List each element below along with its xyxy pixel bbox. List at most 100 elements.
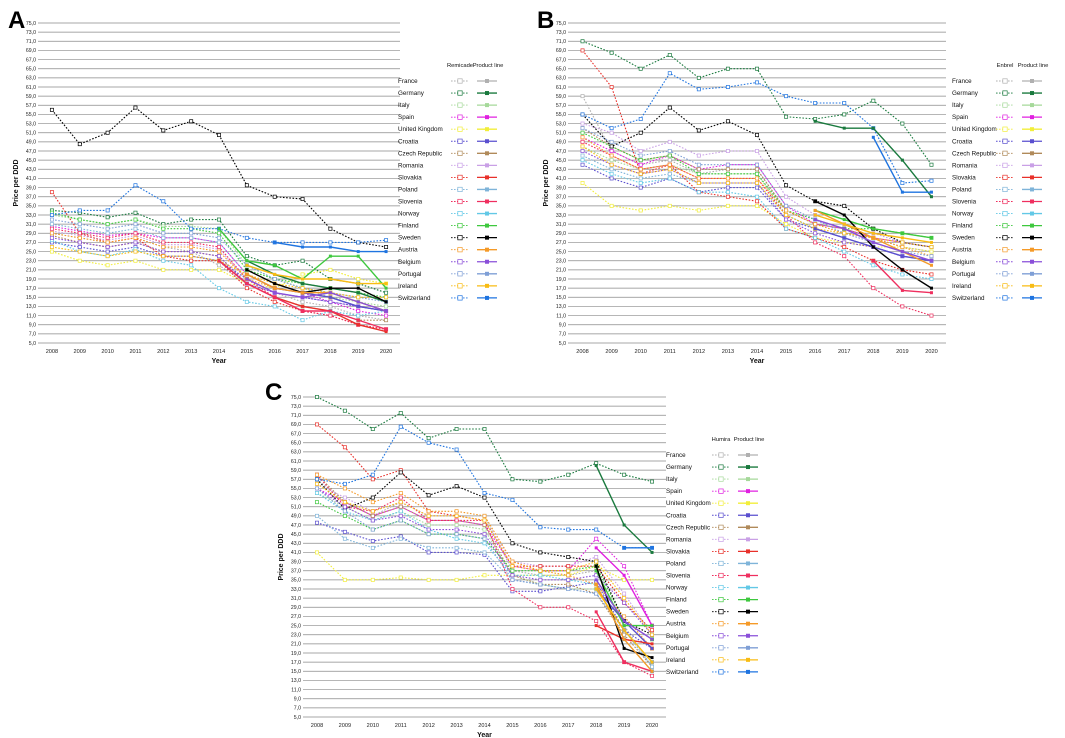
legend-marker-productline <box>746 513 750 518</box>
data-point <box>842 254 847 259</box>
y-tick-label: 39,0 <box>291 559 301 565</box>
legend-marker-productline <box>1030 139 1034 144</box>
y-tick-label: 33,0 <box>291 587 301 593</box>
x-tick-label: 2011 <box>129 349 141 355</box>
data-point <box>638 66 643 71</box>
legend-marker-productline <box>1030 79 1034 83</box>
data-point <box>133 217 138 222</box>
data-point <box>842 222 846 226</box>
data-point <box>272 304 277 309</box>
data-point <box>398 536 403 541</box>
data-point <box>370 539 375 543</box>
data-point <box>384 286 388 290</box>
data-point <box>667 158 672 163</box>
data-point <box>609 153 614 158</box>
legend-marker-originator <box>457 78 463 84</box>
data-point <box>342 509 347 514</box>
y-tick-label: 53,0 <box>556 121 566 127</box>
data-point <box>105 235 110 240</box>
y-tick-label: 51,0 <box>291 505 301 511</box>
data-point <box>725 119 730 124</box>
data-point <box>482 427 487 431</box>
data-point <box>105 245 110 249</box>
data-point <box>301 304 305 308</box>
y-tick-label: 33,0 <box>26 213 36 219</box>
data-point <box>454 484 459 489</box>
x-tick-label: 2016 <box>809 349 821 355</box>
data-point <box>784 213 789 217</box>
data-point <box>622 573 626 577</box>
data-point <box>370 427 375 431</box>
data-point <box>161 254 166 259</box>
data-point <box>842 112 847 117</box>
y-tick-label: 55,0 <box>26 112 36 118</box>
data-point <box>650 669 654 673</box>
legend-marker-originator <box>718 464 724 470</box>
data-point <box>315 550 319 555</box>
y-tick-label: 43,0 <box>556 167 566 173</box>
data-point <box>510 564 515 569</box>
legend-marker-originator <box>718 621 724 627</box>
data-point <box>105 263 110 268</box>
data-point <box>667 105 672 110</box>
data-point <box>217 263 221 268</box>
data-point <box>900 190 904 194</box>
data-point <box>426 513 431 518</box>
data-point <box>929 178 934 183</box>
data-point <box>755 194 759 199</box>
y-tick-label: 17,0 <box>26 286 36 292</box>
legend-marker-originator <box>718 669 724 675</box>
data-point <box>189 217 194 222</box>
data-point <box>813 119 817 123</box>
data-point <box>105 222 110 227</box>
data-point <box>398 509 403 514</box>
y-tick-label: 59,0 <box>291 468 301 474</box>
data-point <box>871 263 876 268</box>
legend-label-spain: Spain <box>666 488 683 495</box>
data-point <box>105 249 110 254</box>
legend-marker-productline <box>485 127 489 132</box>
y-tick-label: 11,0 <box>26 313 36 319</box>
data-point <box>566 605 571 610</box>
data-point <box>609 126 614 131</box>
y-tick-label: 19,0 <box>556 277 566 283</box>
data-point <box>217 267 221 272</box>
data-point <box>650 656 654 660</box>
y-tick-label: 13,0 <box>26 304 36 310</box>
data-point <box>842 101 847 105</box>
legend-marker-originator <box>718 597 724 603</box>
legend-label-france: France <box>666 452 686 459</box>
data-point <box>900 268 904 272</box>
data-point <box>580 144 585 149</box>
y-tick-label: 71,0 <box>556 39 566 45</box>
legend-label-finland: Finland <box>952 223 973 230</box>
legend-label-romania: Romania <box>952 162 978 169</box>
data-point <box>784 226 789 231</box>
data-point <box>929 313 934 318</box>
data-point <box>725 190 730 195</box>
data-point <box>609 130 614 135</box>
data-point <box>315 481 319 486</box>
legend-label-italy: Italy <box>398 102 410 109</box>
data-point <box>609 158 614 163</box>
data-point <box>328 309 332 313</box>
data-point <box>580 112 585 117</box>
legend-label-poland: Poland <box>398 186 418 193</box>
x-tick-label: 2009 <box>339 723 351 729</box>
legend-label-ireland: Ireland <box>398 283 418 290</box>
y-tick-label: 23,0 <box>556 259 566 265</box>
data-point <box>609 149 614 153</box>
series-productline-ireland <box>246 264 387 285</box>
data-point <box>189 258 194 263</box>
x-tick-label: 2020 <box>646 723 658 729</box>
y-tick-label: 27,0 <box>26 240 36 246</box>
legend-label-romania: Romania <box>666 536 692 543</box>
data-point <box>667 176 672 181</box>
data-point <box>342 481 347 486</box>
data-point <box>929 245 934 249</box>
data-point <box>315 513 319 518</box>
y-tick-label: 5,0 <box>294 715 301 721</box>
data-point <box>245 282 249 286</box>
data-point <box>454 509 459 514</box>
